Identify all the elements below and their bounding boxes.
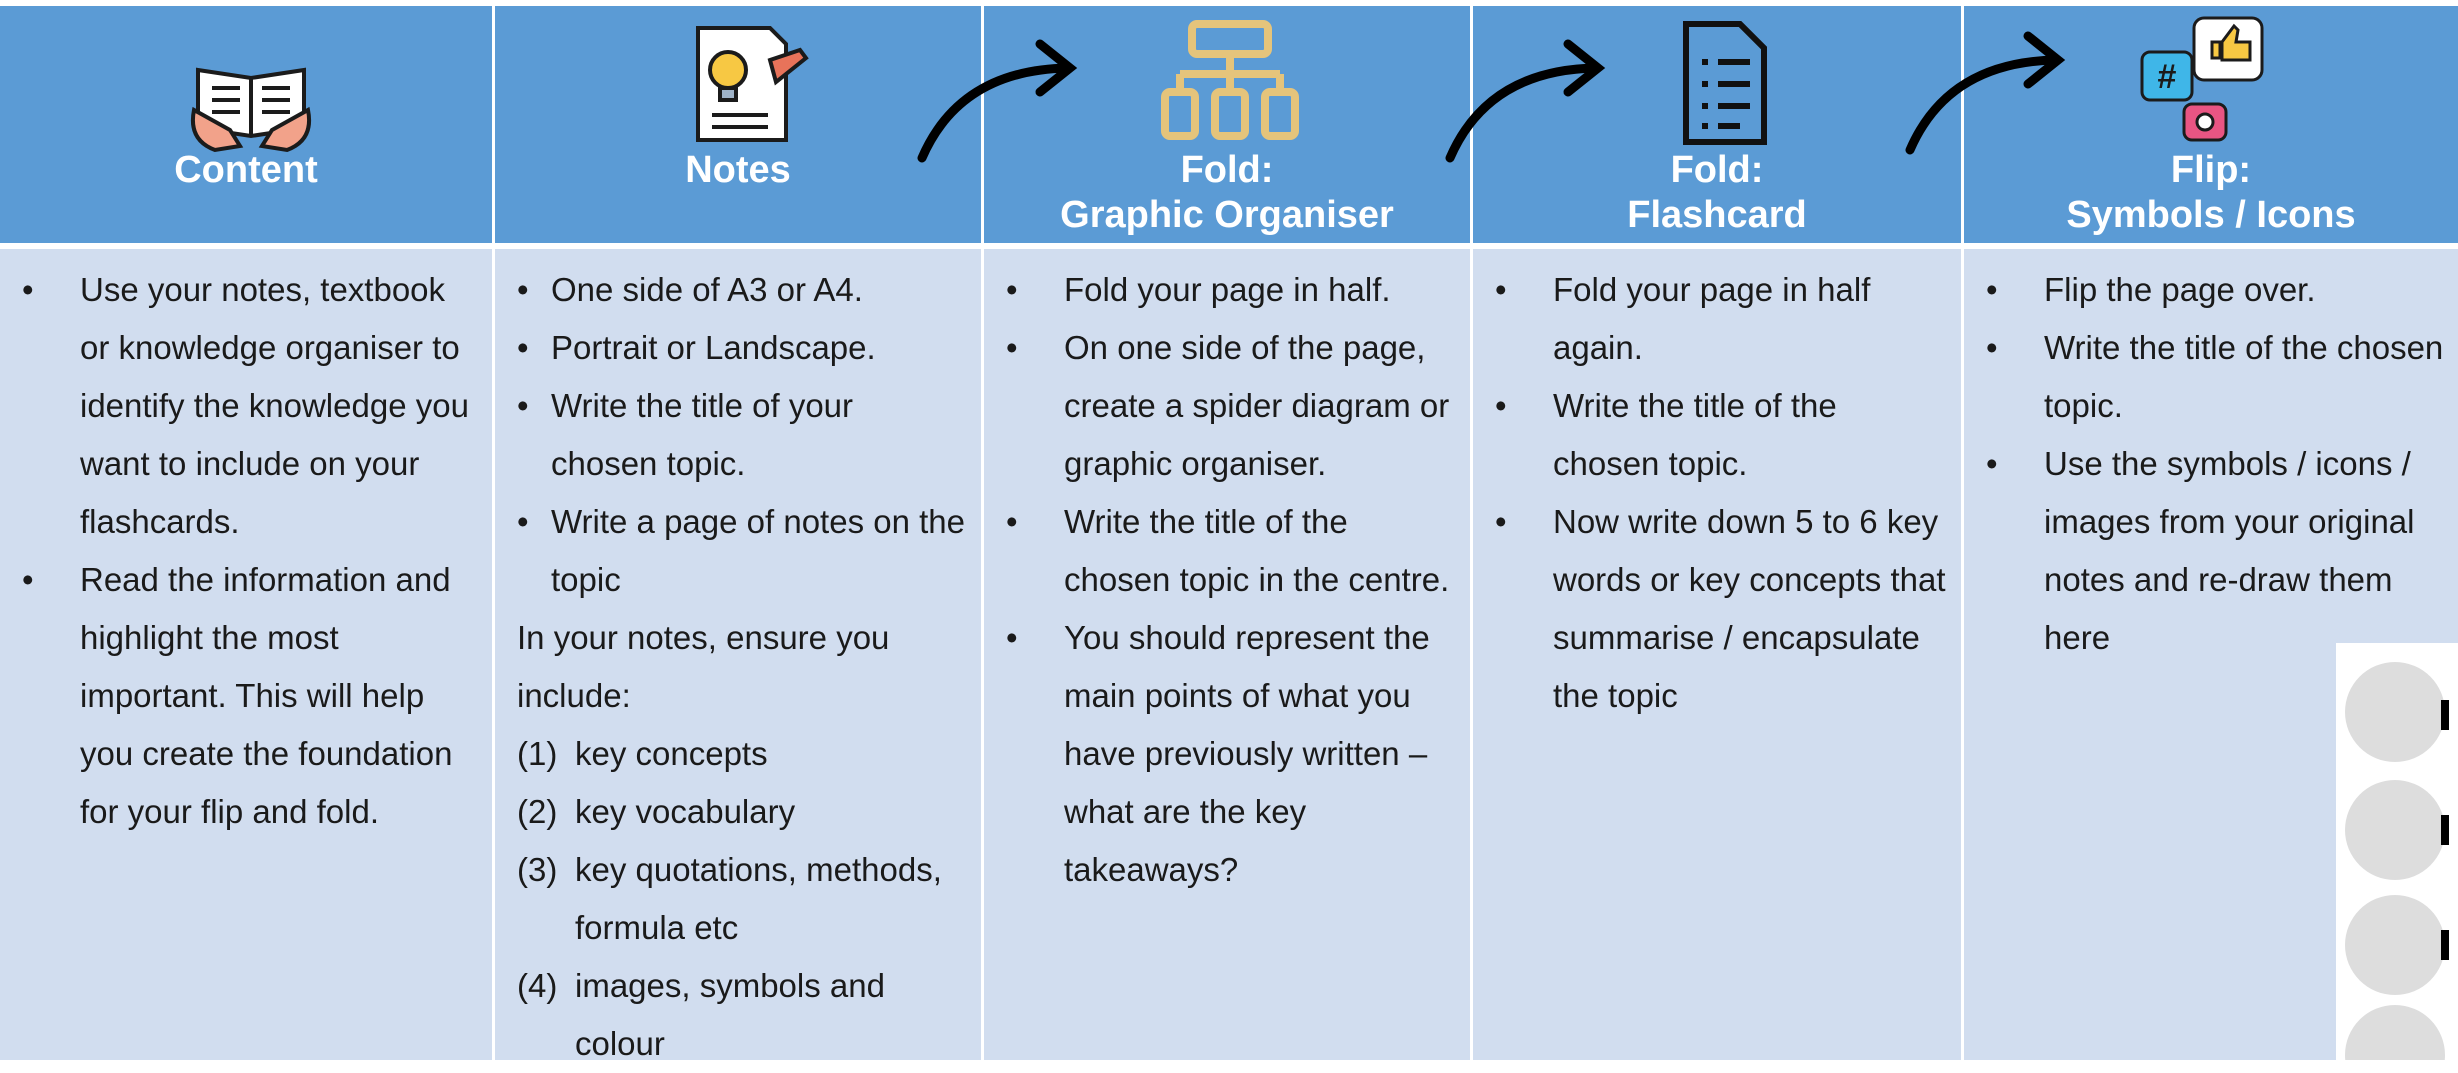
item-text: Now write down 5 to 6 key words or key c…	[1553, 503, 1946, 714]
item-text: Use your notes, textbook or knowledge or…	[80, 271, 469, 540]
column-header: Flip: Symbols / Icons	[1964, 6, 2458, 243]
item-text: Write the title of the chosen topic in t…	[1064, 503, 1450, 598]
column-header: Notes	[495, 6, 984, 243]
title-line: Fold:	[1180, 149, 1274, 191]
item-text: Write the title of the chosen topic.	[2044, 329, 2444, 424]
item-marker: •	[517, 387, 529, 424]
item-text: Flip the page over.	[2044, 271, 2316, 308]
item-text: Read the information and highlight the m…	[80, 561, 453, 830]
column-body: • Flip the page over. • Write the title of …	[1964, 249, 2458, 1060]
item-marker: •	[1006, 271, 1018, 308]
item-text: key vocabulary	[575, 793, 796, 830]
item-marker: •	[1495, 271, 1507, 308]
title-line: Graphic Organiser	[1060, 194, 1394, 236]
item-text: key concepts	[575, 735, 768, 772]
title-line: Content	[174, 149, 318, 191]
title-line: Notes	[685, 149, 791, 191]
item-marker: •	[1986, 271, 1998, 308]
title-line: Flashcard	[1627, 194, 1807, 236]
title-line: Symbols / Icons	[2066, 194, 2356, 236]
table: Content Notes Fold: Graphic Organiser Fold: F…	[0, 6, 2458, 1062]
list-item: • Write the title of the chosen topic.	[1473, 377, 1947, 493]
item-marker: •	[1495, 387, 1507, 424]
list-item: (3) key quotations, methods, formula etc	[495, 841, 967, 957]
column-body: • Use your notes, textbook or knowledge o…	[0, 249, 495, 1060]
list-item: • Write the title of the chosen topic.	[1964, 319, 2444, 435]
list-item: • Fold your page in half again.	[1473, 261, 1947, 377]
item-marker: •	[22, 271, 34, 308]
list-item: • Write the title of your chosen topic.	[495, 377, 967, 493]
column-title: Notes	[495, 148, 981, 193]
item-text: Write a page of notes on the topic	[551, 503, 965, 598]
column-header: Fold: Graphic Organiser	[984, 6, 1473, 243]
list-item: In your notes, ensure you include:	[495, 609, 967, 725]
list-item: • You should represent the main points of…	[984, 609, 1456, 899]
list-item: • Write a page of notes on the topic	[495, 493, 967, 609]
list-item: (4) images, symbols and colour	[495, 957, 967, 1073]
column-header: Fold: Flashcard	[1473, 6, 1964, 243]
column-body: • One side of A3 or A4. • Portrait or Lands…	[495, 249, 984, 1062]
item-marker: •	[1986, 329, 1998, 366]
list-item: (2) key vocabulary	[495, 783, 967, 841]
item-text: You should represent the main points of …	[1064, 619, 1430, 888]
list-item: • Write the title of the chosen topic in …	[984, 493, 1456, 609]
column-body: • Fold your page in half again. • Write the…	[1473, 249, 1964, 1060]
item-marker: •	[22, 561, 34, 598]
list-item: (1) key concepts	[495, 725, 967, 783]
list-item: • Portrait or Landscape.	[495, 319, 967, 377]
item-text: Portrait or Landscape.	[551, 329, 876, 366]
item-marker: •	[517, 503, 529, 540]
item-text: Write the title of the chosen topic.	[1553, 387, 1837, 482]
item-text: Fold your page in half again.	[1553, 271, 1871, 366]
item-text: In your notes, ensure you include:	[517, 619, 890, 714]
list-item: • Now write down 5 to 6 key words or key …	[1473, 493, 1947, 725]
title-line: Flip:	[2170, 149, 2252, 191]
item-text: On one side of the page, create a spider…	[1064, 329, 1450, 482]
item-text: One side of A3 or A4.	[551, 271, 863, 308]
item-marker: (1)	[517, 735, 558, 772]
column-header: Content	[0, 6, 495, 243]
item-text: Fold your page in half.	[1064, 271, 1391, 308]
item-marker: •	[1006, 329, 1018, 366]
item-marker: •	[517, 271, 529, 308]
list-item: • Fold your page in half.	[984, 261, 1456, 319]
column-title: Content	[0, 148, 492, 193]
list-item: • Use the symbols / icons / images from y…	[1964, 435, 2444, 667]
title-line: Fold:	[1670, 149, 1764, 191]
column-title: Fold: Graphic Organiser	[984, 148, 1470, 238]
list-item: • Flip the page over.	[1964, 261, 2444, 319]
item-text: images, symbols and colour	[575, 967, 885, 1062]
item-marker: (2)	[517, 793, 558, 830]
list-item: • Read the information and highlight the …	[0, 551, 478, 841]
list-item: • Use your notes, textbook or knowledge o…	[0, 261, 478, 551]
item-marker: (4)	[517, 967, 558, 1004]
item-text: Use the symbols / icons / images from yo…	[2044, 445, 2415, 656]
item-marker: •	[1495, 503, 1507, 540]
item-marker: •	[1006, 619, 1018, 656]
item-marker: (3)	[517, 851, 558, 888]
column-body: • Fold your page in half. • On one side of …	[984, 249, 1473, 1060]
item-text: key quotations, methods, formula etc	[575, 851, 942, 946]
list-item: • On one side of the page, create a spide…	[984, 319, 1456, 493]
item-marker: •	[1986, 445, 1998, 482]
item-text: Write the title of your chosen topic.	[551, 387, 854, 482]
item-marker: •	[517, 329, 529, 366]
column-title: Flip: Symbols / Icons	[1964, 148, 2458, 238]
item-marker: •	[1006, 503, 1018, 540]
list-item: • One side of A3 or A4.	[495, 261, 967, 319]
column-title: Fold: Flashcard	[1473, 148, 1961, 238]
